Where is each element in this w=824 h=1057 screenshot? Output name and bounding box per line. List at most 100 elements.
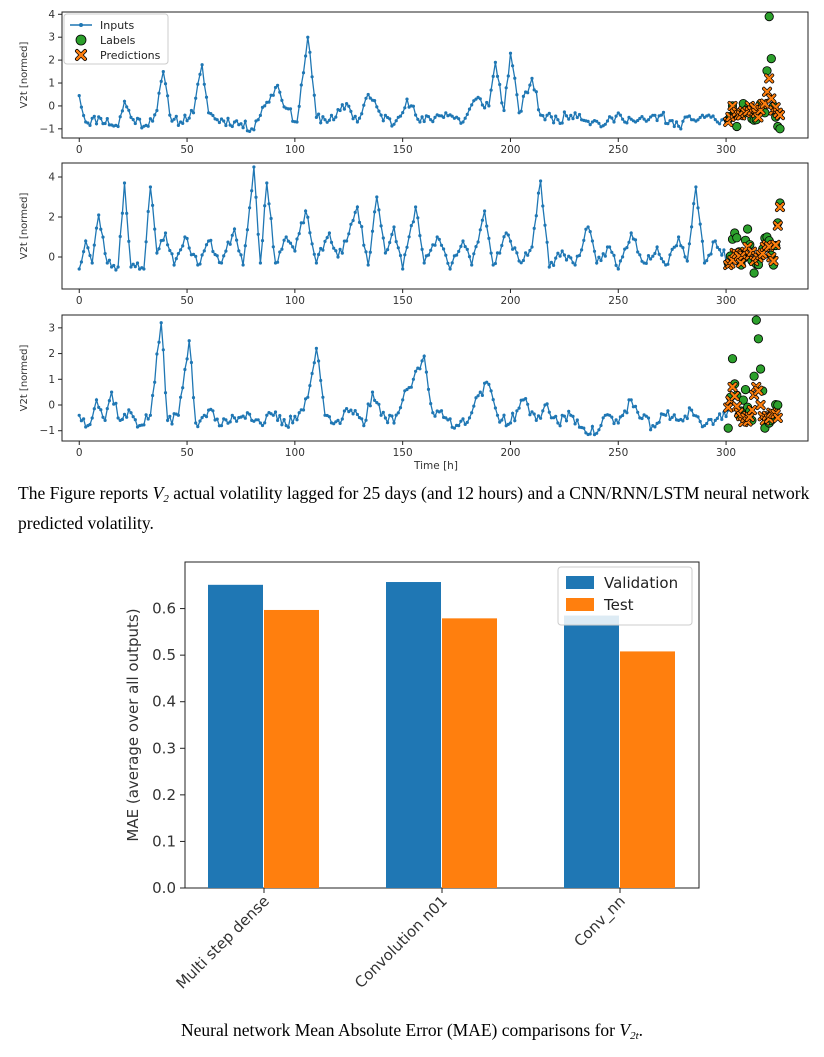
- inputs-point: [245, 228, 249, 232]
- inputs-point: [599, 423, 603, 428]
- label-point: [749, 268, 759, 278]
- inputs-point: [612, 120, 616, 124]
- inputs-point: [187, 246, 191, 250]
- panel-3: 0 50 100 150 200 250 300 −1 0 1 2 3 V2t [normed]: [19, 314, 809, 459]
- inputs-point: [618, 259, 623, 263]
- inputs-point: [388, 117, 392, 121]
- inputs-point: [573, 111, 577, 115]
- inputs-point: [392, 122, 396, 126]
- inputs-point: [493, 261, 497, 266]
- inputs-point: [373, 398, 377, 402]
- inputs-point: [232, 227, 237, 231]
- inputs-point: [360, 225, 364, 229]
- inputs-point: [248, 412, 252, 416]
- prediction-point: [767, 94, 776, 103]
- inputs-point: [219, 261, 224, 265]
- inputs-point: [595, 119, 599, 123]
- inputs-point: [489, 389, 493, 393]
- inputs-point: [666, 122, 670, 126]
- inputs-point: [560, 249, 564, 253]
- inputs-point: [88, 253, 92, 258]
- inputs-point: [534, 90, 538, 94]
- inputs-point: [122, 181, 127, 185]
- inputs-point: [202, 82, 206, 86]
- inputs-point: [629, 398, 633, 402]
- inputs-point: [185, 236, 189, 241]
- x-tick-label: 300: [716, 447, 736, 459]
- inputs-point: [312, 361, 316, 365]
- inputs-point: [148, 185, 152, 189]
- inputs-point: [353, 409, 357, 413]
- inputs-point: [405, 97, 409, 101]
- inputs-point: [414, 369, 418, 373]
- bar-y-tick-label: 0.3: [152, 739, 176, 757]
- inputs-point: [362, 103, 366, 107]
- inputs-point: [672, 413, 676, 417]
- inputs-point: [588, 432, 592, 436]
- inputs-point: [547, 265, 551, 269]
- inputs-point: [306, 395, 310, 399]
- inputs-point: [633, 404, 638, 408]
- inputs-point: [131, 415, 135, 419]
- inputs-point: [597, 428, 601, 432]
- inputs-point: [103, 418, 107, 422]
- inputs-point: [530, 410, 534, 414]
- inputs-point: [409, 385, 413, 389]
- inputs-point: [163, 231, 168, 235]
- inputs-point: [644, 414, 648, 418]
- inputs-point: [483, 106, 487, 110]
- inputs-point: [168, 414, 172, 418]
- inputs-point: [508, 239, 513, 243]
- inputs-point: [437, 237, 441, 241]
- y-tick-label: 3: [48, 32, 55, 44]
- prediction-point: [754, 386, 763, 396]
- inputs-point: [539, 179, 543, 183]
- inputs-point: [446, 261, 450, 265]
- inputs-point: [411, 220, 415, 224]
- inputs-point: [521, 258, 526, 263]
- x-tick-label: 300: [716, 144, 736, 156]
- inputs-point: [258, 421, 262, 425]
- inputs-point: [498, 251, 502, 255]
- inputs-point: [254, 195, 258, 199]
- inputs-point: [155, 352, 159, 356]
- inputs-point: [545, 240, 549, 244]
- inputs-point: [668, 253, 672, 257]
- inputs-point: [280, 247, 284, 251]
- inputs-point: [552, 263, 556, 267]
- inputs-point: [317, 112, 321, 116]
- inputs-point: [612, 253, 616, 257]
- inputs-point: [582, 426, 586, 430]
- inputs-point: [459, 244, 463, 248]
- inputs-point: [621, 117, 625, 121]
- inputs-point: [176, 252, 180, 256]
- inputs-point: [260, 423, 265, 428]
- inputs-point: [280, 98, 284, 102]
- inputs-point: [118, 115, 122, 119]
- inputs-point: [122, 412, 127, 416]
- x-tick-label: 50: [180, 144, 193, 156]
- caption-2-subscript: 2t: [630, 1030, 639, 1042]
- inputs-point: [608, 245, 612, 249]
- inputs-point: [211, 249, 215, 254]
- inputs-point: [636, 410, 640, 414]
- inputs-point: [709, 417, 713, 422]
- inputs-point: [321, 115, 325, 119]
- mae-bar-chart: 0.0 0.1 0.2 0.3 0.4 0.5 0.6 MAE (average over a…: [124, 561, 700, 992]
- inputs-point: [342, 409, 346, 413]
- inputs-point: [256, 418, 260, 422]
- inputs-point: [392, 421, 396, 425]
- panel-frame: [61, 162, 809, 290]
- inputs-point: [595, 261, 599, 265]
- inputs-point: [465, 112, 469, 116]
- inputs-point: [263, 204, 267, 208]
- inputs-point: [110, 390, 114, 394]
- prediction-point: [771, 240, 780, 250]
- inputs-point: [297, 104, 301, 108]
- inputs-point: [575, 418, 579, 422]
- inputs-point: [170, 252, 174, 256]
- inputs-point: [519, 109, 523, 113]
- prediction-point: [747, 405, 757, 415]
- inputs-point: [99, 227, 103, 231]
- panel-1: 0 50 100 150 200 250 300 −1 0 1 2 3 4 V2t [normed]: [19, 9, 809, 156]
